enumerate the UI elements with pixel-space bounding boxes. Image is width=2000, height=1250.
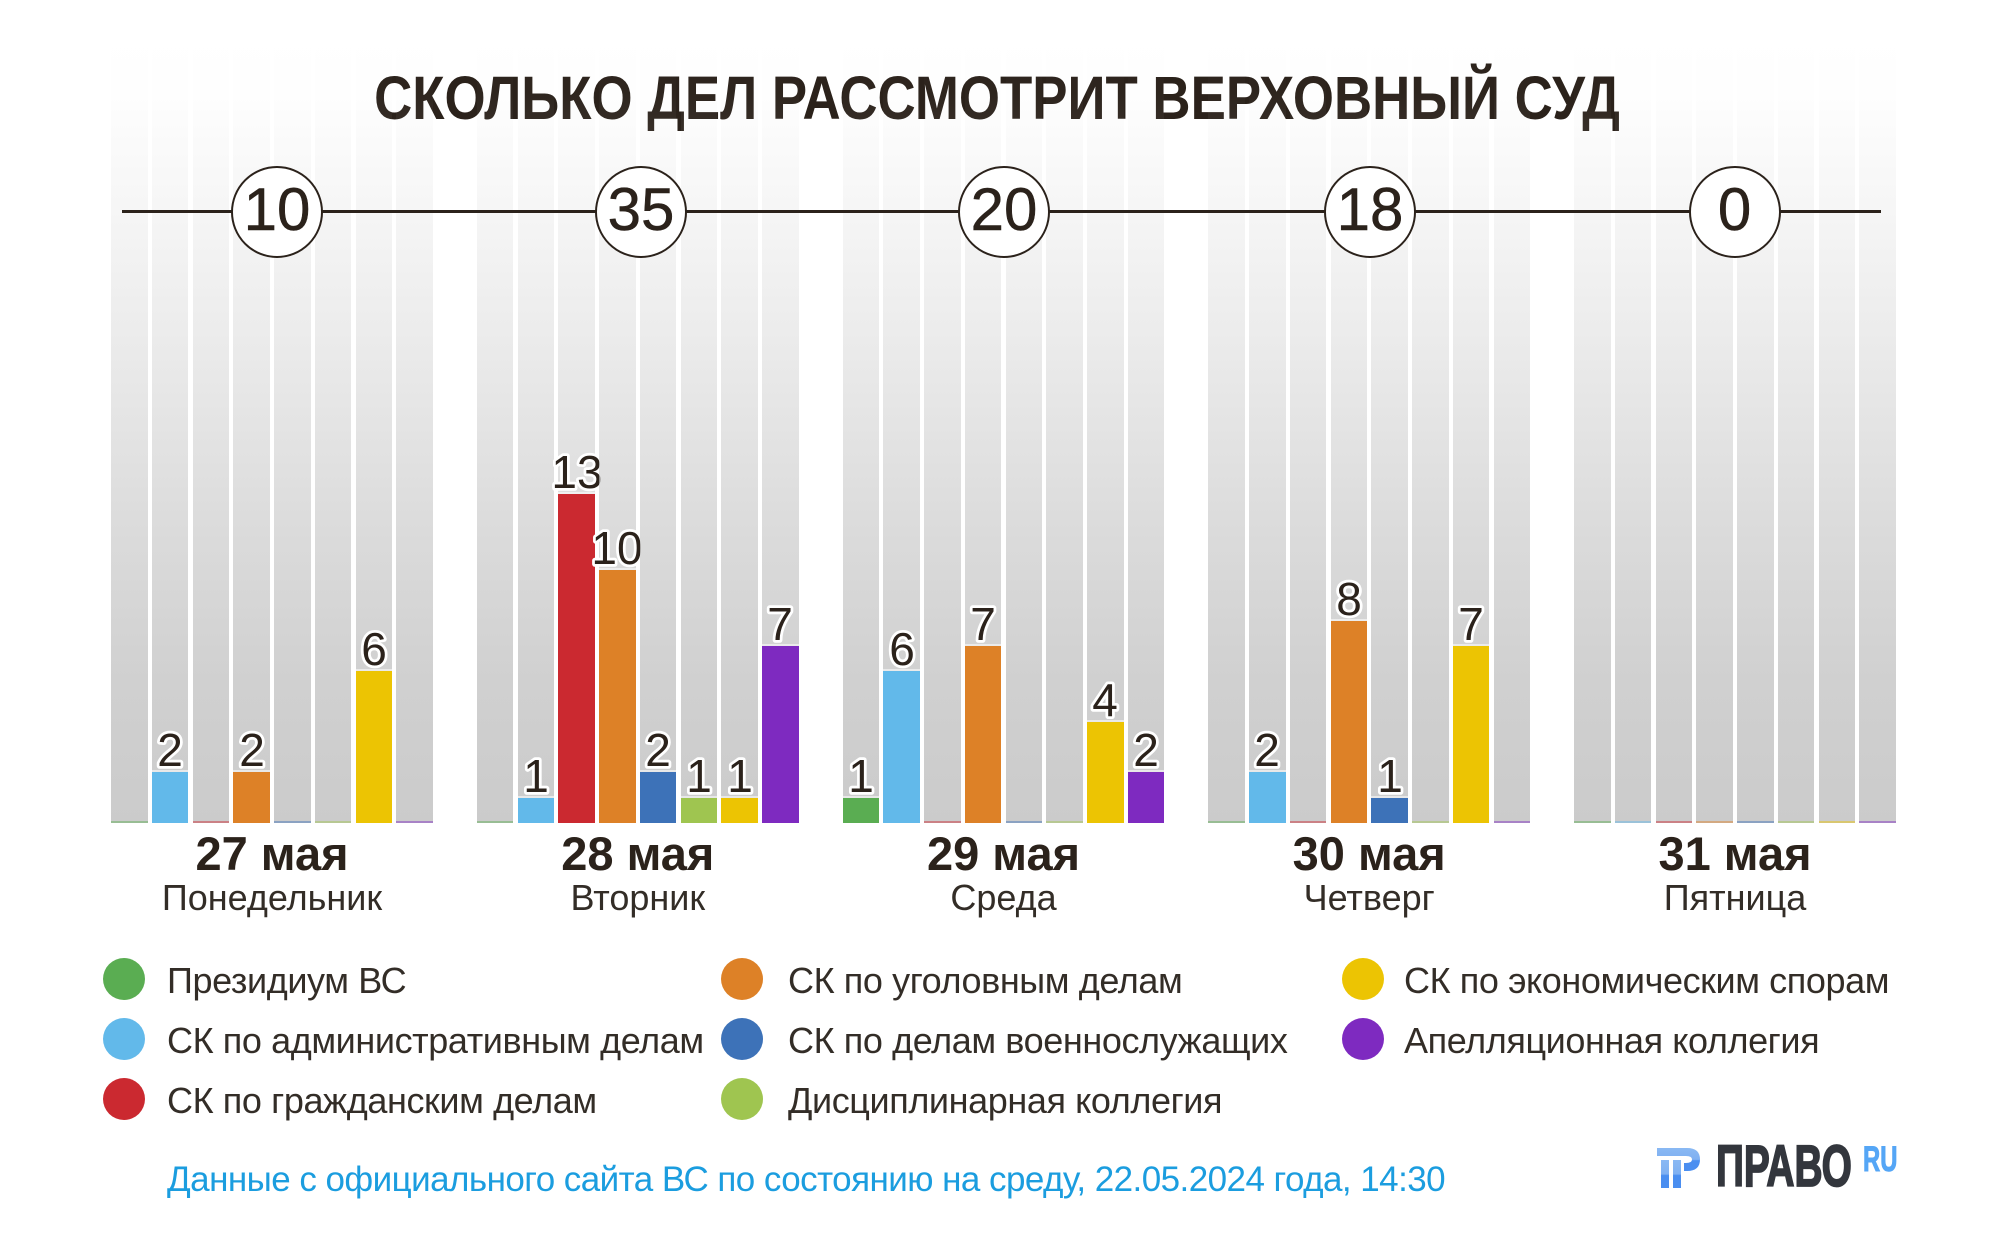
svg-text:1: 1 [848,750,874,802]
svg-text:1: 1 [686,750,712,802]
svg-text:2: 2 [645,724,671,776]
svg-text:1: 1 [1377,750,1403,802]
svg-text:1: 1 [727,750,753,802]
svg-text:8: 8 [1336,573,1362,625]
svg-text:7: 7 [970,598,996,650]
svg-text:13: 13 [551,446,602,498]
svg-text:2: 2 [157,724,183,776]
svg-text:2: 2 [239,724,265,776]
svg-text:7: 7 [768,598,794,650]
svg-text:2: 2 [1255,724,1281,776]
svg-text:6: 6 [889,623,915,675]
svg-text:6: 6 [361,623,387,675]
svg-text:1: 1 [523,750,549,802]
svg-text:4: 4 [1093,674,1119,726]
svg-text:7: 7 [1458,598,1484,650]
svg-text:2: 2 [1133,724,1159,776]
svg-text:10: 10 [592,522,643,574]
